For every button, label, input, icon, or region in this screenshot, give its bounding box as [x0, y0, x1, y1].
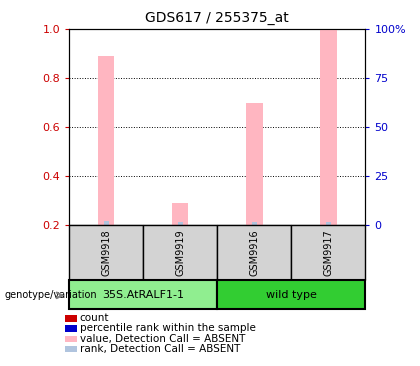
Text: rank, Detection Call = ABSENT: rank, Detection Call = ABSENT: [80, 344, 240, 354]
Text: value, Detection Call = ABSENT: value, Detection Call = ABSENT: [80, 334, 245, 344]
Bar: [291, 225, 365, 280]
Text: 35S.AtRALF1-1: 35S.AtRALF1-1: [102, 290, 184, 300]
Bar: [246, 103, 262, 225]
Bar: [252, 222, 257, 225]
Bar: [143, 225, 218, 280]
Bar: [172, 203, 189, 225]
Bar: [69, 280, 218, 309]
Bar: [326, 222, 331, 225]
Text: genotype/variation: genotype/variation: [4, 290, 97, 300]
Text: percentile rank within the sample: percentile rank within the sample: [80, 324, 256, 333]
Text: count: count: [80, 313, 109, 323]
Text: GSM9916: GSM9916: [249, 229, 260, 276]
Bar: [178, 222, 183, 225]
Bar: [104, 221, 109, 225]
Text: wild type: wild type: [266, 290, 317, 300]
Text: GSM9917: GSM9917: [323, 229, 333, 276]
Text: GSM9918: GSM9918: [101, 229, 111, 276]
Title: GDS617 / 255375_at: GDS617 / 255375_at: [145, 11, 289, 26]
Text: GSM9919: GSM9919: [175, 229, 185, 276]
Bar: [320, 29, 336, 225]
Bar: [69, 225, 143, 280]
Bar: [218, 225, 291, 280]
Bar: [98, 56, 115, 225]
Bar: [218, 280, 365, 309]
